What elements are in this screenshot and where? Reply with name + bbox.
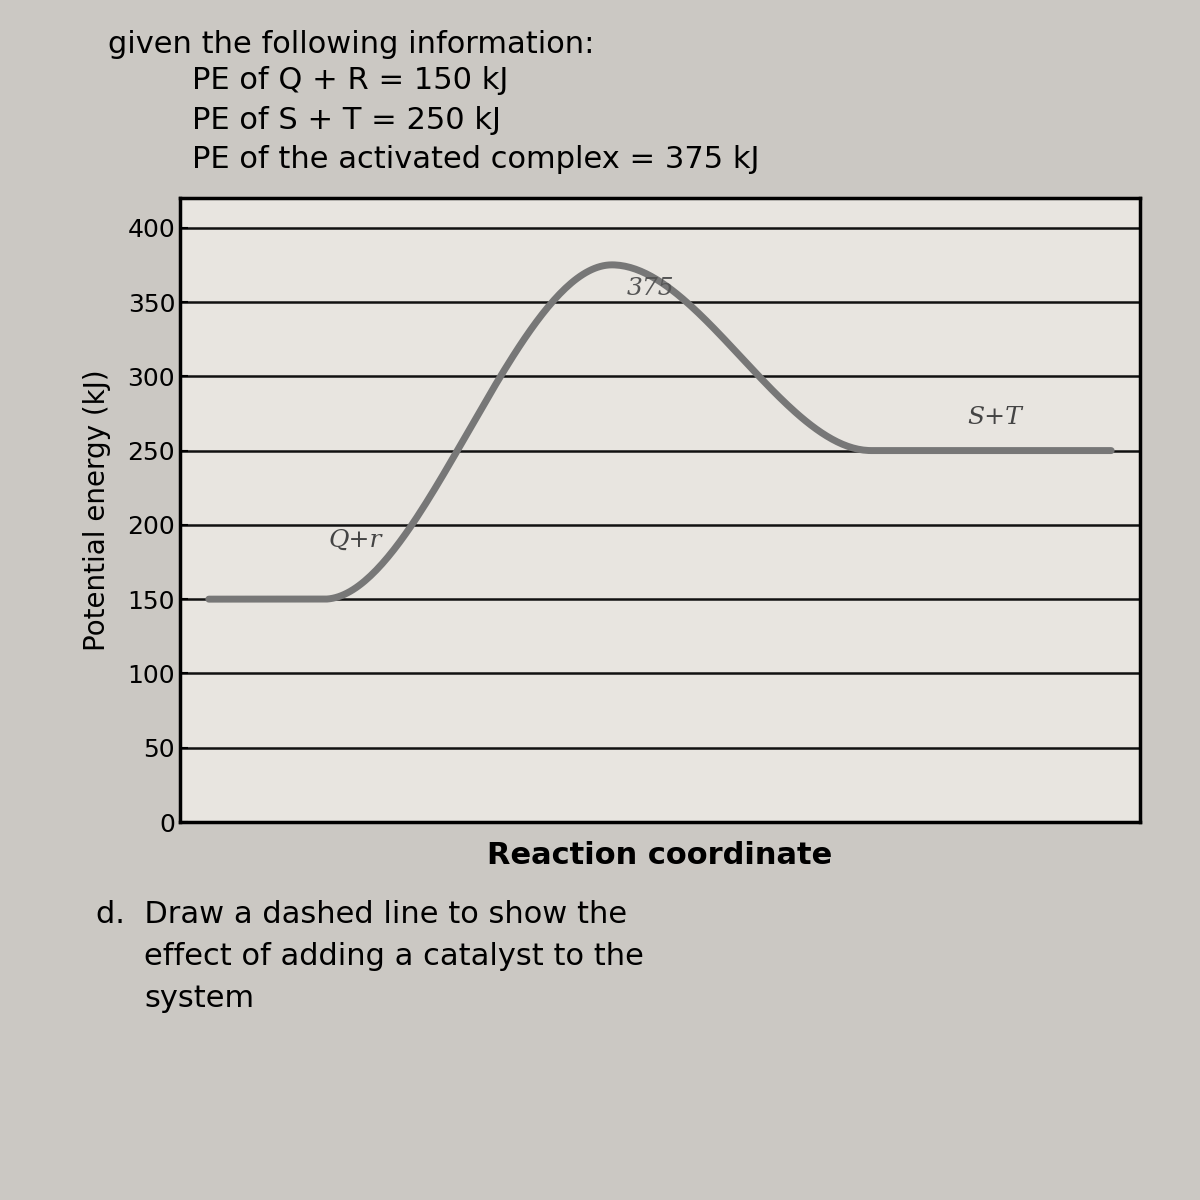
Text: given the following information:: given the following information: bbox=[108, 30, 594, 59]
Text: 375: 375 bbox=[626, 276, 674, 300]
Text: PE of the activated complex = 375 kJ: PE of the activated complex = 375 kJ bbox=[192, 145, 760, 174]
Text: effect of adding a catalyst to the: effect of adding a catalyst to the bbox=[144, 942, 644, 971]
Text: S+T: S+T bbox=[967, 406, 1022, 428]
Text: PE of S + T = 250 kJ: PE of S + T = 250 kJ bbox=[192, 106, 502, 134]
Text: Q+r: Q+r bbox=[329, 529, 383, 552]
X-axis label: Reaction coordinate: Reaction coordinate bbox=[487, 841, 833, 870]
Text: system: system bbox=[144, 984, 254, 1013]
Y-axis label: Potential energy (kJ): Potential energy (kJ) bbox=[83, 370, 110, 650]
Text: d.  Draw a dashed line to show the: d. Draw a dashed line to show the bbox=[96, 900, 628, 929]
Text: PE of Q + R = 150 kJ: PE of Q + R = 150 kJ bbox=[192, 66, 509, 95]
